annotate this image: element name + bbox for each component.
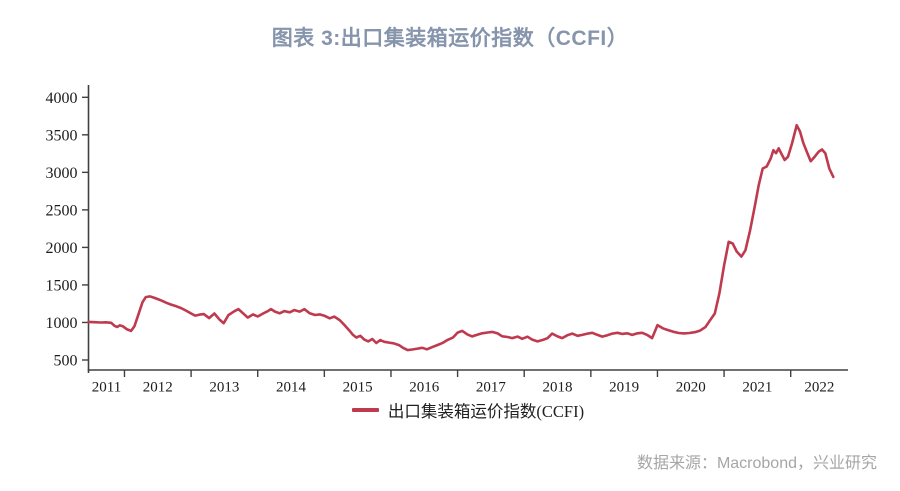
svg-text:4000: 4000 xyxy=(46,90,78,107)
legend-label: 出口集装箱运价指数(CCFI) xyxy=(387,402,585,421)
svg-text:2013: 2013 xyxy=(209,380,239,396)
data-source: 数据来源：Macrobond，兴业研究 xyxy=(636,455,877,472)
svg-text:2014: 2014 xyxy=(276,380,307,396)
svg-text:2016: 2016 xyxy=(409,380,440,396)
chart-title: 图表 3:出口集装箱运价指数（CCFI） xyxy=(271,27,629,50)
svg-text:2020: 2020 xyxy=(676,380,706,396)
svg-text:1500: 1500 xyxy=(46,277,78,294)
svg-text:3000: 3000 xyxy=(46,165,78,182)
svg-text:2017: 2017 xyxy=(476,380,507,396)
legend: 出口集装箱运价指数(CCFI) xyxy=(18,398,900,422)
svg-text:1000: 1000 xyxy=(46,315,78,332)
svg-text:2012: 2012 xyxy=(143,380,173,396)
svg-text:2021: 2021 xyxy=(742,380,772,396)
svg-text:2015: 2015 xyxy=(343,380,373,396)
svg-text:2500: 2500 xyxy=(46,202,78,219)
legend-line-swatch xyxy=(351,408,379,412)
svg-text:2018: 2018 xyxy=(543,380,573,396)
svg-text:2011: 2011 xyxy=(92,380,121,396)
svg-text:2022: 2022 xyxy=(804,380,834,396)
svg-text:500: 500 xyxy=(54,353,78,370)
svg-text:2019: 2019 xyxy=(609,380,639,396)
svg-text:2000: 2000 xyxy=(46,240,78,257)
svg-text:3500: 3500 xyxy=(46,127,78,144)
